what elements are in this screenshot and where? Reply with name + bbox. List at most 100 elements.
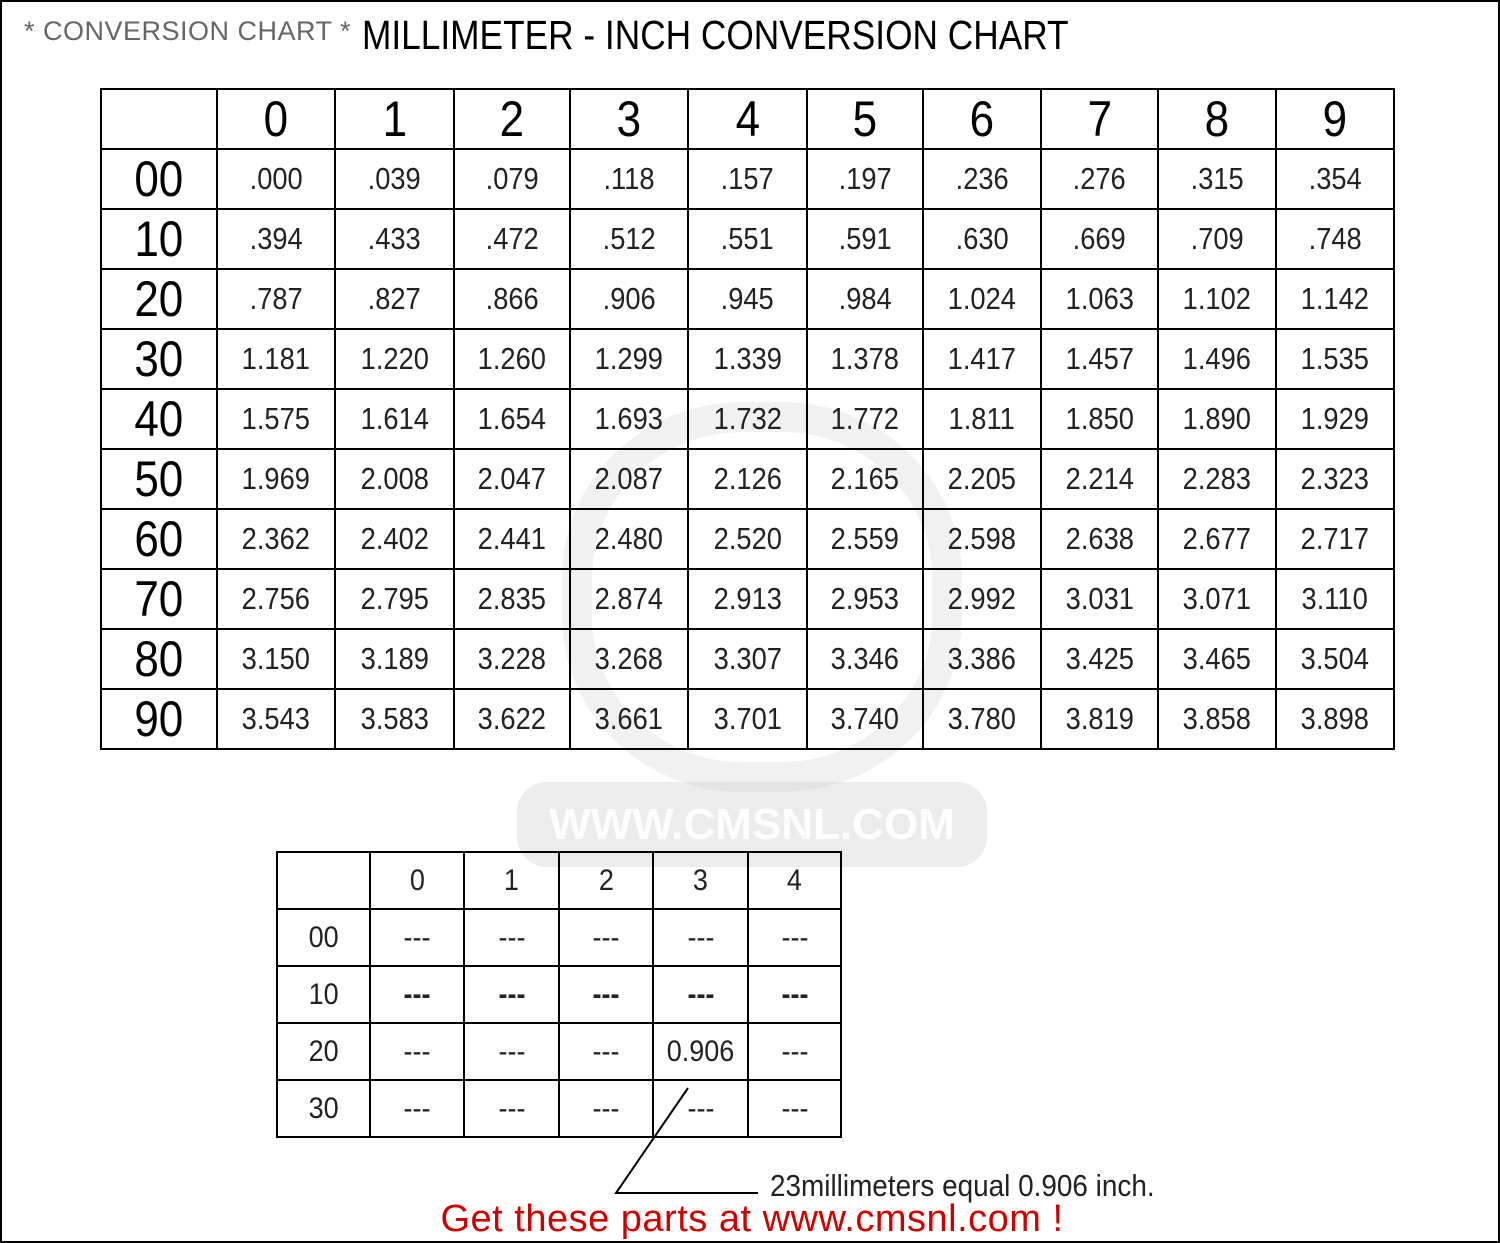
cell-value: .984	[838, 281, 892, 316]
cell-value: 1.772	[830, 401, 900, 436]
call-to-action-link[interactable]: Get these parts at www.cmsnl.com !	[440, 1198, 1064, 1240]
table-cell: ---	[652, 908, 749, 967]
table-cell: 1.811	[922, 388, 1042, 450]
cell-value: 3.071	[1182, 581, 1252, 616]
row-header-label: 00	[308, 920, 339, 954]
cell-value: 2.795	[360, 581, 429, 616]
cell-value: .748	[1308, 221, 1362, 256]
mm-inch-conversion-table: 0 1 2 3 4 5 6 7 8 9 00 .000 .039 .079 .118 .157 .197 .236…	[100, 88, 1395, 750]
cell-value: 3.543	[241, 701, 311, 736]
cell-value: 1.811	[948, 401, 1016, 436]
cell-value: 1.378	[830, 341, 900, 376]
example-note: 23millimeters equal 0.906 inch.	[770, 1168, 1155, 1203]
cell-value: 3.386	[947, 641, 1017, 676]
cell-value: 2.953	[830, 581, 900, 616]
cell-value: 2.214	[1065, 461, 1134, 496]
cell-value: ---	[592, 1091, 620, 1125]
row-header-label: 90	[134, 691, 184, 747]
row-header-label: 40	[134, 391, 184, 447]
cell-value: 1.260	[477, 341, 547, 376]
cell-value: 1.732	[713, 401, 782, 436]
cell-value: .079	[485, 161, 539, 196]
table-cell: 1.378	[806, 328, 924, 390]
cell-value: 0.906	[666, 1034, 735, 1068]
cell-value: 1.693	[594, 401, 664, 436]
cell-value: 3.425	[1065, 641, 1134, 676]
column-header: 1	[334, 88, 455, 150]
cell-value: .591	[838, 221, 892, 256]
cell-value: 1.929	[1300, 401, 1370, 436]
row-header-label: 80	[134, 631, 184, 687]
cell-value: 3.465	[1182, 641, 1252, 676]
table-cell: 2.638	[1040, 508, 1159, 570]
row-header-label: 10	[308, 977, 339, 1011]
cell-value: .157	[720, 161, 775, 196]
table-cell: 1.220	[334, 328, 455, 390]
table-row: 20 .787 .827 .866 .906 .945 .984 1.024 1.063 1.10…	[100, 268, 1395, 330]
cell-value: 1.181	[241, 341, 311, 376]
table-cell: 3.661	[569, 688, 689, 750]
cell-value: .630	[955, 221, 1009, 256]
column-header-label: 0	[263, 91, 289, 147]
row-header: 70	[100, 568, 218, 630]
column-header-label: 9	[1322, 91, 1348, 147]
table-cell: 1.850	[1040, 388, 1159, 450]
cell-value: .945	[720, 281, 775, 316]
cell-value: 1.969	[241, 461, 311, 496]
example-table: 0 1 2 3 4 00 --- --- --- --- --- 10 --- --- --- --- --- 2…	[276, 851, 842, 1138]
header-row: 0 1 2 3 4 5 6 7 8 9	[100, 88, 1395, 150]
column-header: 8	[1157, 88, 1277, 150]
cell-value: 3.189	[360, 641, 429, 676]
cell-value: 1.614	[360, 401, 429, 436]
table-row: 10 --- --- --- --- ---	[276, 965, 842, 1024]
table-cell: 3.150	[216, 628, 336, 690]
table-cell: 2.214	[1040, 448, 1159, 510]
cell-value: 3.583	[360, 701, 429, 736]
column-header: 1	[463, 851, 560, 910]
cell-value: 1.890	[1182, 401, 1252, 436]
table-cell: 2.126	[687, 448, 808, 510]
table-cell: 2.756	[216, 568, 336, 630]
table-cell: 2.677	[1157, 508, 1277, 570]
table-cell: 1.024	[922, 268, 1042, 330]
cell-value: 2.283	[1182, 461, 1252, 496]
cell-value: 2.205	[947, 461, 1017, 496]
table-row: 00 --- --- --- --- ---	[276, 908, 842, 967]
table-cell: ---	[747, 908, 842, 967]
table-cell: 1.417	[922, 328, 1042, 390]
cell-value: ---	[780, 920, 808, 954]
table-cell: 3.504	[1275, 628, 1395, 690]
cell-value: 1.024	[947, 281, 1017, 316]
cell-value: ---	[403, 977, 431, 1011]
table-cell: .354	[1275, 148, 1395, 210]
table-cell: .472	[453, 208, 571, 270]
table-cell: 3.071	[1157, 568, 1277, 630]
cell-value: ---	[686, 920, 714, 954]
row-header: 60	[100, 508, 218, 570]
column-header: 6	[922, 88, 1042, 150]
column-header-label: 4	[735, 91, 760, 147]
cell-value: 3.622	[477, 701, 547, 736]
table-cell: 3.701	[687, 688, 808, 750]
table-cell: 3.346	[806, 628, 924, 690]
table-cell: 2.008	[334, 448, 455, 510]
table-cell: .315	[1157, 148, 1277, 210]
table-cell: ---	[558, 965, 654, 1024]
table-cell: ---	[463, 1022, 560, 1081]
table-cell: .669	[1040, 208, 1159, 270]
table-cell: 1.772	[806, 388, 924, 450]
table-cell: 3.898	[1275, 688, 1395, 750]
column-header: 3	[569, 88, 689, 150]
cell-value: .276	[1072, 161, 1127, 196]
cell-value: ---	[780, 1091, 808, 1125]
table-cell: 3.110	[1275, 568, 1395, 630]
header-row: 0 1 2 3 4	[276, 851, 842, 910]
cell-value: 1.063	[1065, 281, 1134, 316]
cell-value: ---	[403, 920, 431, 954]
cell-value: .551	[720, 221, 775, 256]
cell-value: .236	[955, 161, 1009, 196]
table-cell: 1.299	[569, 328, 689, 390]
table-cell: ---	[652, 1079, 749, 1138]
row-header-label: 20	[134, 271, 184, 327]
cell-value: 1.299	[594, 341, 664, 376]
